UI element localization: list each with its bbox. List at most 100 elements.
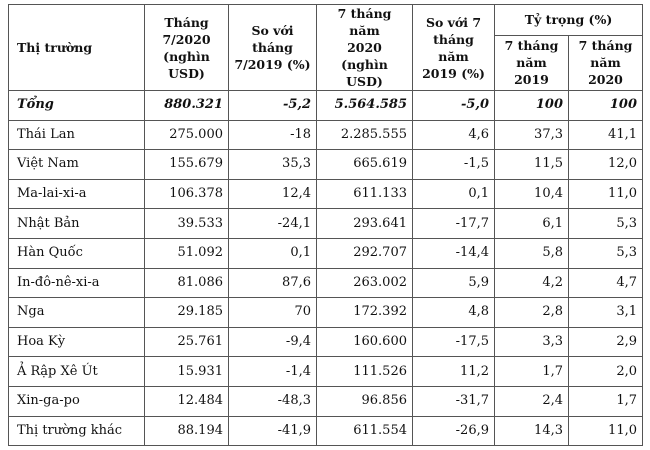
cell-share-2020: 41,1 (568, 119, 643, 151)
cell-market: Thái Lan (8, 119, 145, 151)
cell-share-2020: 3,1 (568, 297, 643, 328)
header-share-2020: 7 tháng năm 2020 (568, 34, 643, 92)
cell-month: 880.321 (144, 90, 229, 121)
table-row: Xin-ga-po 12.484 -48,3 96.856 -31,7 2,4 1,7 (8, 385, 643, 417)
cell-month: 25.761 (144, 326, 229, 358)
header-month-value: Tháng 7/2020 (nghìn USD) (144, 4, 229, 91)
table-row: Việt Nam 155.679 35,3 665.619 -1,5 11,5 12,0 (8, 149, 643, 180)
cell-market: Xin-ga-po (8, 385, 145, 417)
cell-vs-month: -1,4 (228, 356, 317, 387)
cell-month: 81.086 (144, 267, 229, 299)
cell-market: Ả Rập Xê Út (8, 356, 145, 387)
cell-share-2020: 2,0 (568, 356, 643, 387)
cell-seven-month: 5.564.585 (316, 90, 413, 121)
cell-vs-month: -48,3 (228, 385, 317, 417)
cell-vs-seven: 5,9 (412, 267, 495, 299)
cell-vs-seven: -26,9 (412, 415, 495, 447)
table-row: In-đô-nê-xi-a 81.086 87,6 263.002 5,9 4,2 4,7 (8, 267, 643, 299)
cell-vs-month: 12,4 (228, 178, 317, 210)
cell-vs-month: -9,4 (228, 326, 317, 358)
cell-market: Hoa Kỳ (8, 326, 145, 358)
cell-market: Thị trường khác (8, 415, 145, 447)
cell-market: In-đô-nê-xi-a (8, 267, 145, 299)
cell-share-2019: 2,8 (494, 297, 569, 328)
cell-market: Việt Nam (8, 149, 145, 180)
cell-vs-month: 70 (228, 297, 317, 328)
cell-share-2019: 3,3 (494, 326, 569, 358)
table-row: Thị trường khác 88.194 -41,9 611.554 -26,9 14… (8, 415, 643, 447)
cell-share-2019: 11,5 (494, 149, 569, 180)
cell-seven-month: 2.285.555 (316, 119, 413, 151)
table-row: Thái Lan 275.000 -18 2.285.555 4,6 37,3 41,1 (8, 119, 643, 151)
cell-market: Tổng (8, 90, 145, 121)
cell-share-2019: 1,7 (494, 356, 569, 387)
cell-month: 155.679 (144, 149, 229, 180)
cell-share-2019: 14,3 (494, 415, 569, 447)
cell-share-2020: 100 (568, 90, 643, 121)
cell-market: Hàn Quốc (8, 237, 145, 269)
cell-seven-month: 611.554 (316, 415, 413, 447)
cell-seven-month: 293.641 (316, 208, 413, 239)
cell-share-2020: 1,7 (568, 385, 643, 417)
cell-seven-month: 611.133 (316, 178, 413, 210)
cell-vs-seven: 4,6 (412, 119, 495, 151)
header-market: Thị trường (8, 4, 145, 91)
cell-vs-month: -18 (228, 119, 317, 151)
cell-vs-seven: -5,0 (412, 90, 495, 121)
cell-month: 29.185 (144, 297, 229, 328)
cell-share-2020: 12,0 (568, 149, 643, 180)
cell-vs-month: -5,2 (228, 90, 317, 121)
cell-share-2020: 4,7 (568, 267, 643, 299)
cell-market: Ma-lai-xi-a (8, 178, 145, 210)
cell-month: 15.931 (144, 356, 229, 387)
cell-vs-seven: -14,4 (412, 237, 495, 269)
cell-vs-seven: -17,5 (412, 326, 495, 358)
cell-seven-month: 160.600 (316, 326, 413, 358)
cell-share-2020: 5,3 (568, 237, 643, 269)
cell-month: 88.194 (144, 415, 229, 447)
cell-month: 275.000 (144, 119, 229, 151)
cell-seven-month: 111.526 (316, 356, 413, 387)
cell-share-2019: 5,8 (494, 237, 569, 269)
header-share: Tỷ trọng (%) (494, 4, 643, 36)
cell-share-2019: 37,3 (494, 119, 569, 151)
table-body: Tổng 880.321 -5,2 5.564.585 -5,0 100 100 Thái L… (8, 90, 643, 447)
cell-vs-seven: 0,1 (412, 178, 495, 210)
cell-vs-seven: 4,8 (412, 297, 495, 328)
cell-vs-month: 35,3 (228, 149, 317, 180)
cell-share-2020: 11,0 (568, 415, 643, 447)
cell-share-2020: 5,3 (568, 208, 643, 239)
cell-seven-month: 172.392 (316, 297, 413, 328)
table-row: Ma-lai-xi-a 106.378 12,4 611.133 0,1 10,4 11,0 (8, 178, 643, 210)
header-share-2019: 7 tháng năm 2019 (494, 34, 569, 92)
cell-vs-month: 87,6 (228, 267, 317, 299)
table-row: Nga 29.185 70 172.392 4,8 2,8 3,1 (8, 297, 643, 328)
table-row: Hoa Kỳ 25.761 -9,4 160.600 -17,5 3,3 2,9 (8, 326, 643, 358)
cell-share-2019: 100 (494, 90, 569, 121)
cell-vs-seven: -17,7 (412, 208, 495, 239)
cell-share-2020: 11,0 (568, 178, 643, 210)
cell-vs-month: 0,1 (228, 237, 317, 269)
cell-month: 12.484 (144, 385, 229, 417)
header-seven-month-value: 7 tháng năm 2020 (nghìn USD) (316, 4, 413, 91)
table-row: Nhật Bản 39.533 -24,1 293.641 -17,7 6,1 5,3 (8, 208, 643, 239)
cell-vs-month: -24,1 (228, 208, 317, 239)
cell-market: Nga (8, 297, 145, 328)
cell-share-2019: 2,4 (494, 385, 569, 417)
cell-month: 106.378 (144, 178, 229, 210)
cell-month: 39.533 (144, 208, 229, 239)
cell-share-2020: 2,9 (568, 326, 643, 358)
table-row: Hàn Quốc 51.092 0,1 292.707 -14,4 5,8 5,3 (8, 237, 643, 269)
header-vs-month: So với tháng 7/2019 (%) (228, 4, 317, 91)
cell-share-2019: 6,1 (494, 208, 569, 239)
market-table-container: Thị trường Tháng 7/2020 (nghìn USD) So v… (8, 4, 643, 447)
cell-share-2019: 10,4 (494, 178, 569, 210)
cell-share-2019: 4,2 (494, 267, 569, 299)
market-table: Thị trường Tháng 7/2020 (nghìn USD) So v… (8, 4, 643, 447)
cell-vs-month: -41,9 (228, 415, 317, 447)
header-vs-seven-month: So với 7 tháng năm 2019 (%) (412, 4, 495, 91)
table-row: Ả Rập Xê Út 15.931 -1,4 111.526 11,2 1,7 2,0 (8, 356, 643, 387)
cell-seven-month: 292.707 (316, 237, 413, 269)
cell-vs-seven: -31,7 (412, 385, 495, 417)
cell-seven-month: 263.002 (316, 267, 413, 299)
